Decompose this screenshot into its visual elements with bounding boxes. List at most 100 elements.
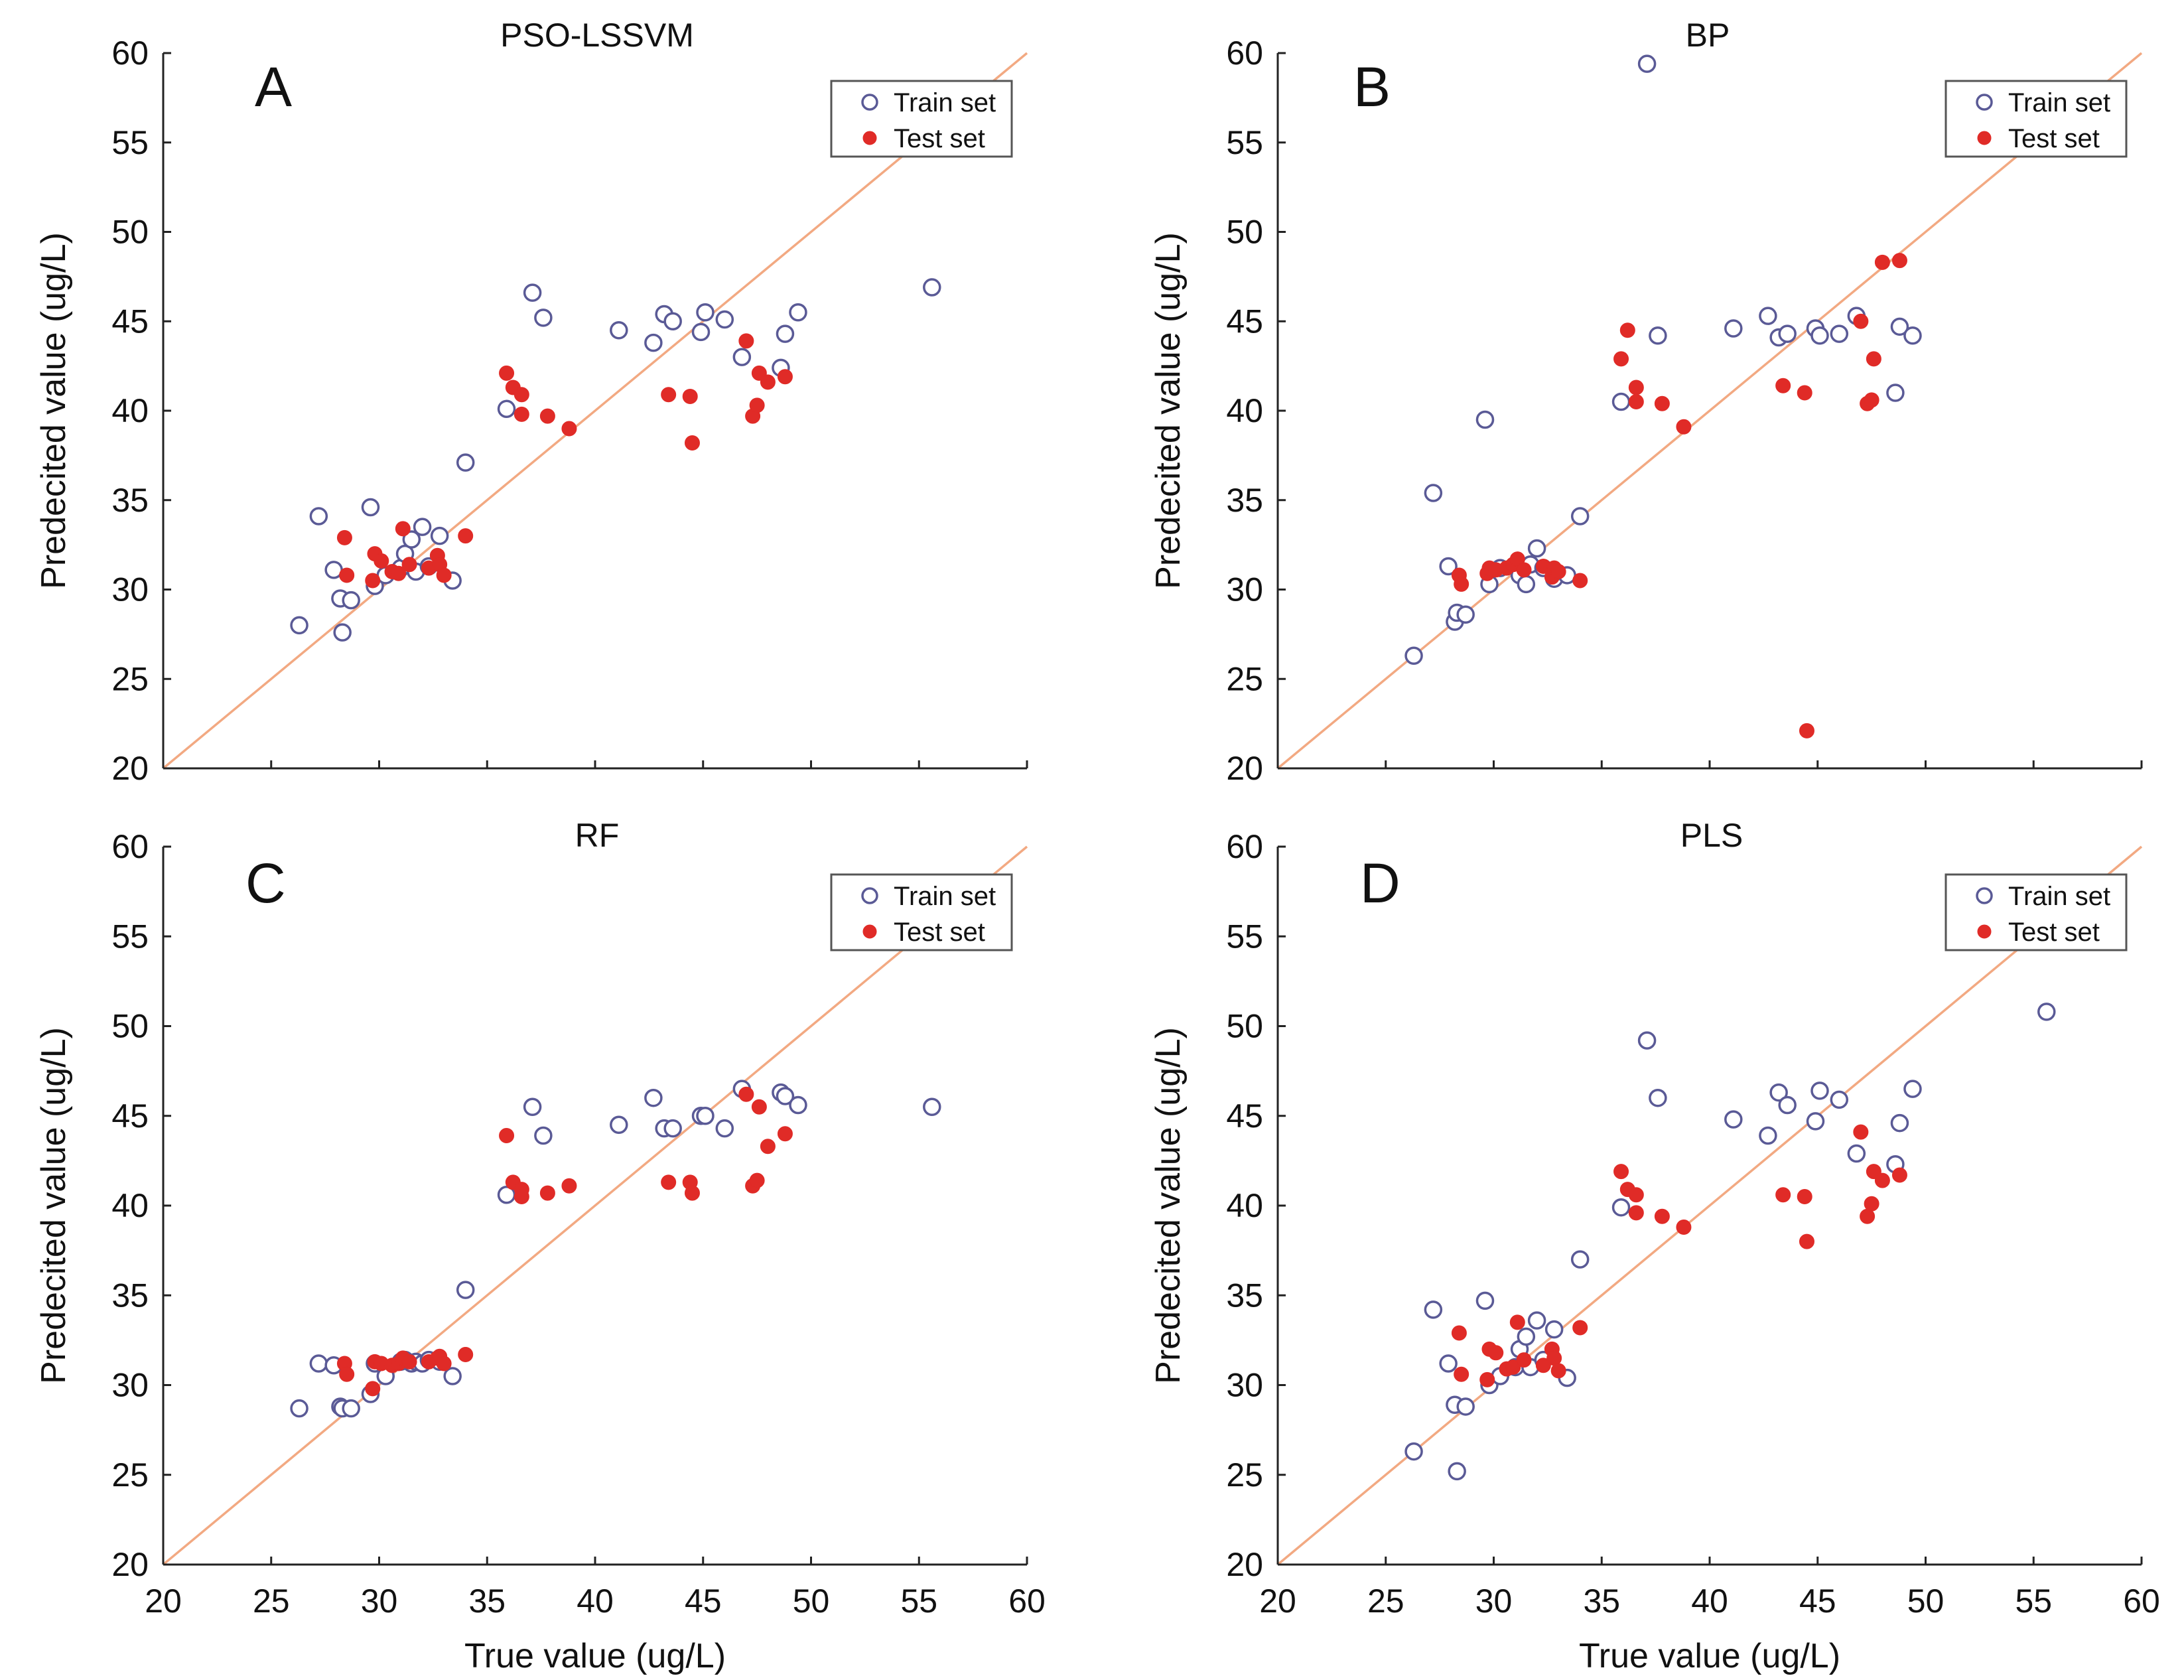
train-point — [497, 399, 516, 419]
x-tick-label: 60 — [2123, 1582, 2160, 1620]
panel-c: 20 25 30 35 40 45 50 55 60 20 25 30 35 40 45 50 55 60 Pred… — [34, 817, 1046, 1675]
test-point — [1454, 576, 1469, 592]
test-point — [539, 408, 555, 424]
x-tick-label: 55 — [900, 1582, 937, 1620]
x-tick-label: 40 — [577, 1582, 614, 1620]
train-point — [715, 310, 734, 329]
train-point — [413, 518, 432, 536]
x-tick-label: 30 — [1475, 1582, 1513, 1620]
test-point — [1864, 1196, 1879, 1212]
train-point — [1890, 1113, 1909, 1133]
legend-train-label: Train set — [2008, 88, 2110, 117]
legend-box — [830, 873, 1013, 951]
test-set-series — [336, 333, 793, 589]
train-point — [696, 303, 715, 322]
x-tick-label: 45 — [685, 1582, 722, 1620]
train-point — [1424, 484, 1443, 502]
test-point — [1613, 1164, 1629, 1180]
test-point — [561, 421, 577, 437]
test-point — [1775, 378, 1791, 393]
train-point — [342, 591, 360, 610]
x-axis-title: True value (ug/L) — [1579, 1637, 1840, 1675]
train-point — [333, 623, 352, 642]
test-point — [661, 387, 677, 403]
test-point — [1535, 1358, 1551, 1373]
train-point — [789, 1095, 807, 1115]
panel-a: 20 25 30 35 40 45 50 55 60 Predecited value (ug/L… — [34, 17, 1028, 787]
legend-test-label: Test set — [2008, 918, 2100, 947]
test-point — [1628, 380, 1644, 395]
legend-box — [1945, 80, 2128, 158]
test-point — [1866, 351, 1881, 367]
train-set-series — [290, 278, 941, 642]
y-tick-label: 60 — [1226, 828, 1263, 865]
train-point — [1649, 326, 1667, 345]
train-point — [290, 1399, 308, 1418]
train-point — [1439, 1354, 1458, 1373]
panel-letter: B — [1353, 56, 1391, 118]
x-tick-label: 35 — [468, 1582, 506, 1620]
train-point — [402, 530, 421, 549]
train-point — [309, 1354, 328, 1373]
train-point — [1810, 1082, 1829, 1100]
x-tick-label: 30 — [361, 1582, 398, 1620]
y-axis-title: Predecited value (ug/L) — [34, 1027, 73, 1384]
test-point — [395, 521, 411, 537]
test-point — [513, 387, 529, 403]
test-point — [436, 1356, 452, 1371]
test-point — [1797, 1188, 1812, 1204]
test-set-series — [1451, 253, 1907, 738]
test-point — [436, 567, 452, 583]
train-point — [610, 320, 628, 340]
train-point — [430, 526, 449, 545]
legend-test-label: Test set — [2008, 124, 2100, 153]
y-tick-label: 45 — [1226, 303, 1263, 340]
y-tick-label: 25 — [111, 1456, 149, 1494]
train-point — [1439, 557, 1458, 576]
y-tick-label: 30 — [111, 571, 149, 608]
test-point — [339, 567, 355, 583]
train-point — [1637, 54, 1657, 73]
test-point — [1654, 1208, 1670, 1224]
x-tick-label: 40 — [1691, 1582, 1728, 1620]
test-point — [513, 1188, 529, 1204]
train-point — [290, 616, 308, 635]
x-tick-label: 50 — [1907, 1582, 1945, 1620]
train-point — [523, 283, 542, 302]
test-point — [561, 1178, 577, 1194]
train-point — [1527, 539, 1546, 558]
test-point — [499, 1128, 515, 1144]
train-point — [2037, 1003, 2056, 1021]
train-point — [1778, 324, 1797, 343]
train-point — [1903, 1080, 1922, 1098]
panel-b: 20 25 30 35 40 45 50 55 60 Predecited value (ug/L… — [1149, 17, 2143, 787]
test-point — [1654, 395, 1670, 411]
test-point — [336, 529, 352, 545]
y-tick-label: 60 — [1226, 35, 1263, 72]
y-tick-label: 40 — [111, 1187, 149, 1224]
y-tick-label: 20 — [1226, 1546, 1263, 1583]
test-point — [1628, 1187, 1644, 1203]
train-point — [644, 333, 663, 352]
test-point — [1775, 1187, 1791, 1203]
x-tick-label: 60 — [1008, 1582, 1046, 1620]
legend-box — [1945, 873, 2128, 951]
legend-test-marker — [1977, 924, 1992, 939]
train-point — [691, 322, 711, 342]
y-tick-label: 35 — [111, 482, 149, 519]
test-point — [1619, 322, 1635, 338]
train-point — [1759, 307, 1777, 325]
test-point — [401, 557, 417, 573]
y-tick-label: 35 — [111, 1277, 149, 1314]
legend: Train set Test set — [830, 873, 1013, 951]
test-point — [1613, 351, 1629, 367]
x-tick-label: 20 — [1259, 1582, 1296, 1620]
legend: Train set Test set — [830, 80, 1013, 158]
train-point — [1724, 319, 1743, 338]
y-tick-label: 45 — [111, 303, 149, 340]
y-tick-label: 60 — [111, 35, 149, 72]
test-point — [401, 1354, 417, 1369]
legend-train-marker — [1976, 887, 1993, 904]
test-point — [684, 435, 700, 451]
y-axis-title: Predecited value (ug/L) — [34, 232, 73, 589]
